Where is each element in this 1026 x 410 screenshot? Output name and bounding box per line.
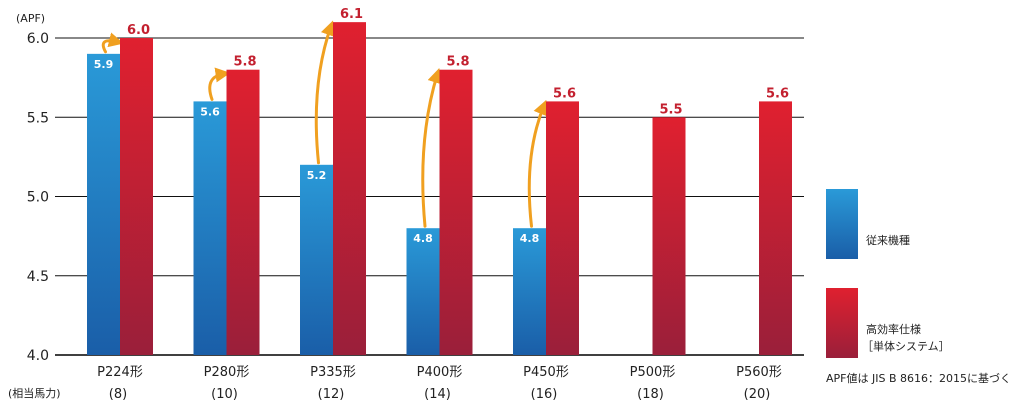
value-label-high-efficiency: 6.0 bbox=[127, 23, 150, 38]
increase-arrow bbox=[527, 99, 548, 228]
legend-label-conventional: 従来機種 bbox=[866, 233, 910, 247]
y-tick-label: 5.0 bbox=[27, 190, 49, 206]
legend-swatch-conventional bbox=[826, 189, 858, 259]
legend-label-high-efficiency-line2: ［単体システム］ bbox=[862, 339, 950, 353]
bar-high-efficiency bbox=[333, 22, 366, 356]
increase-arrow bbox=[421, 67, 443, 228]
legend: 従来機種 高効率仕様 ［単体システム］ bbox=[826, 189, 950, 358]
horsepower-value: (16) bbox=[531, 387, 558, 402]
horsepower-value: (10) bbox=[211, 387, 238, 402]
increase-arrows bbox=[101, 20, 548, 228]
bar-high-efficiency bbox=[439, 69, 473, 355]
value-labels: 5.9 6.0 5.6 5.8 5.2 6.1 4.8 5.8 4.8 5.6 5.5 5.6 bbox=[94, 7, 789, 245]
horsepower-value: (8) bbox=[109, 387, 127, 402]
bar-high-efficiency bbox=[652, 117, 686, 355]
increase-arrow bbox=[208, 67, 231, 101]
bars bbox=[87, 22, 792, 356]
increase-arrow bbox=[101, 32, 124, 54]
bar-high-efficiency bbox=[120, 38, 153, 355]
legend-swatch-high-efficiency bbox=[826, 288, 858, 358]
bar-conventional bbox=[193, 101, 227, 356]
value-label-conventional: 5.2 bbox=[307, 169, 327, 182]
category-label: P224形 bbox=[97, 365, 143, 380]
unit-label: (APF) bbox=[16, 12, 45, 25]
category-label: P400形 bbox=[417, 365, 463, 380]
bar-conventional bbox=[87, 53, 120, 355]
y-tick-label: 6.0 bbox=[27, 31, 49, 47]
value-label-conventional: 5.9 bbox=[94, 58, 114, 71]
category-label: P560形 bbox=[736, 365, 782, 380]
bar-conventional bbox=[513, 228, 546, 355]
horsepower-label: (相当馬力) bbox=[8, 386, 61, 400]
value-label-conventional: 5.6 bbox=[200, 105, 220, 118]
horsepower-value: (14) bbox=[424, 387, 451, 402]
footnote: APF値は JIS B 8616：2015に基づく bbox=[826, 372, 1011, 385]
bar-high-efficiency bbox=[226, 69, 260, 355]
horsepower-value: (20) bbox=[744, 387, 771, 402]
category-label: P450形 bbox=[523, 365, 569, 380]
y-tick-label: 4.5 bbox=[27, 269, 49, 285]
category-label: P500形 bbox=[630, 365, 676, 380]
increase-arrow bbox=[314, 20, 336, 165]
value-label-high-efficiency: 5.6 bbox=[766, 86, 789, 101]
bar-high-efficiency bbox=[759, 101, 792, 356]
value-label-high-efficiency: 6.1 bbox=[340, 7, 363, 22]
bar-high-efficiency bbox=[546, 101, 579, 356]
value-label-high-efficiency: 5.8 bbox=[446, 55, 469, 70]
horsepower-value: (18) bbox=[637, 387, 664, 402]
x-axis-categories: P224形 (8) P280形 (10) P335形 (12) P400形 (14) P450形… bbox=[97, 365, 782, 402]
y-tick-label: 4.0 bbox=[27, 348, 49, 364]
value-label-conventional: 4.8 bbox=[520, 232, 540, 245]
category-label: P280形 bbox=[204, 365, 250, 380]
value-label-high-efficiency: 5.8 bbox=[233, 55, 256, 70]
value-label-high-efficiency: 5.6 bbox=[553, 86, 576, 101]
bar-conventional bbox=[300, 164, 333, 355]
bar-conventional bbox=[406, 228, 440, 355]
category-label: P335形 bbox=[310, 365, 356, 380]
horsepower-value: (12) bbox=[318, 387, 345, 402]
y-tick-label: 5.5 bbox=[27, 110, 49, 126]
value-label-high-efficiency: 5.5 bbox=[659, 102, 682, 117]
legend-label-high-efficiency-line1: 高効率仕様 bbox=[866, 322, 921, 336]
y-axis-ticks: 4.0 4.5 5.0 5.5 6.0 bbox=[27, 31, 49, 364]
value-label-conventional: 4.8 bbox=[413, 232, 433, 245]
